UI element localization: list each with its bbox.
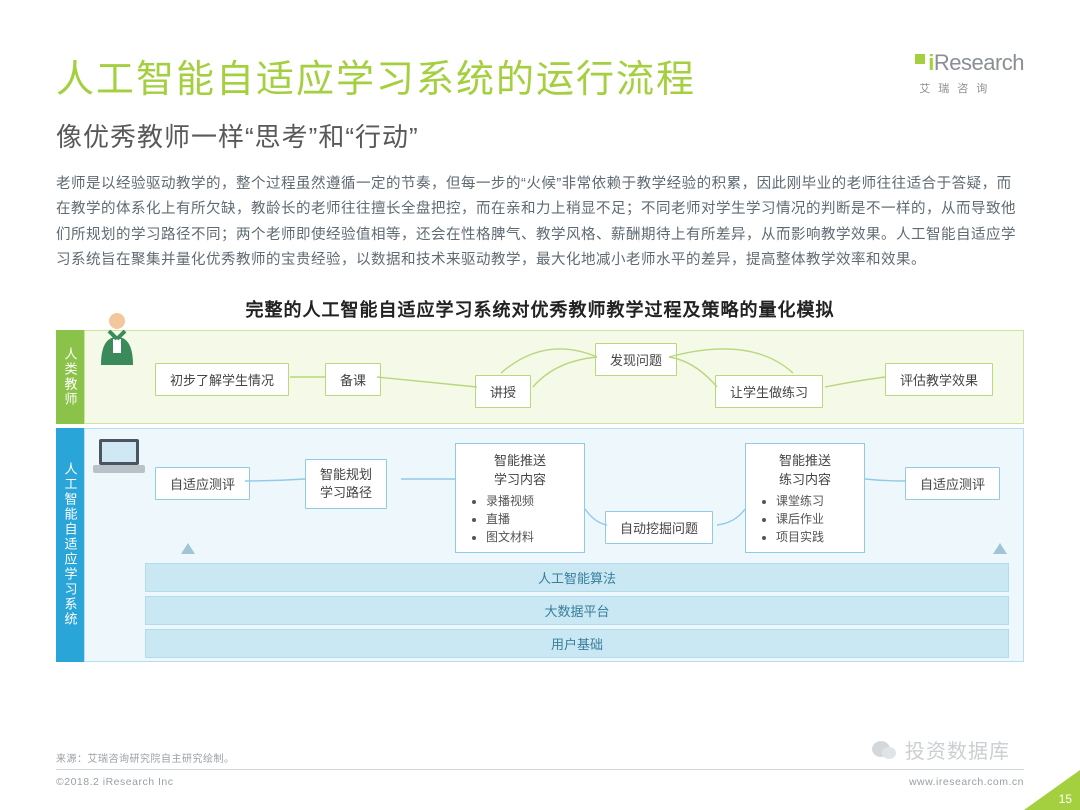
teacher-node-find-problem: 发现问题	[595, 343, 677, 376]
teacher-avatar-icon	[95, 309, 139, 365]
practice-list: 课堂练习 课后作业 项目实践	[758, 492, 852, 546]
system-node-assess2: 自适应测评	[905, 467, 1000, 500]
diagram-title: 完整的人工智能自适应学习系统对优秀教师教学过程及策略的量化模拟	[56, 296, 1024, 322]
lane-label-teacher: 人类教师	[56, 330, 84, 424]
url-text: www.iresearch.com.cn	[909, 776, 1024, 788]
process-diagram: 人类教师 人工智能自适应学习系统 初步了解学生情况 备课 讲授	[56, 330, 1024, 662]
system-node-assess1: 自适应测评	[155, 467, 250, 500]
teacher-node-prepare: 备课	[325, 363, 381, 396]
system-node-plan: 智能规划 学习路径	[305, 459, 387, 509]
teacher-node-practice: 让学生做练习	[715, 375, 823, 408]
system-lane: 自适应测评 智能规划 学习路径 智能推送 学习内容 录播视频 直播 图文材料 自…	[84, 428, 1024, 662]
lane-label-system: 人工智能自适应学习系统	[56, 428, 84, 662]
layer-bigdata: 大数据平台	[145, 596, 1009, 625]
source-text: 来源：艾瑞咨询研究院自主研究绘制。	[56, 750, 1024, 770]
teacher-lane: 初步了解学生情况 备课 讲授 发现问题 让学生做练习 评估教学效果	[84, 330, 1024, 424]
content-list: 录播视频 直播 图文材料	[468, 492, 572, 546]
layer-algorithm: 人工智能算法	[145, 563, 1009, 592]
teacher-node-understand: 初步了解学生情况	[155, 363, 289, 396]
brand-logo: iResearch 艾瑞咨询	[915, 50, 1024, 96]
up-arrow-icon	[993, 543, 1007, 554]
page-title: 人工智能自适应学习系统的运行流程	[56, 48, 1024, 103]
page-number: 15	[1059, 792, 1072, 806]
page-subtitle: 像优秀教师一样“思考”和“行动”	[56, 117, 1024, 154]
up-arrow-icon	[181, 543, 195, 554]
laptop-icon	[93, 437, 145, 477]
system-node-push-content: 智能推送 学习内容 录播视频 直播 图文材料	[455, 443, 585, 553]
body-paragraph: 老师是以经验驱动教学的，整个过程虽然遵循一定的节奏，但每一步的“火候”非常依赖于…	[56, 172, 1024, 274]
system-node-push-practice: 智能推送 练习内容 课堂练习 课后作业 项目实践	[745, 443, 865, 553]
copyright-text: ©2018.2 iResearch Inc	[56, 776, 173, 788]
teacher-node-teach: 讲授	[475, 375, 531, 408]
layer-userbase: 用户基础	[145, 629, 1009, 658]
teacher-node-evaluate: 评估教学效果	[885, 363, 993, 396]
system-node-mine-problem: 自动挖掘问题	[605, 511, 713, 544]
layer-stack: 人工智能算法 大数据平台 用户基础	[145, 563, 1009, 658]
